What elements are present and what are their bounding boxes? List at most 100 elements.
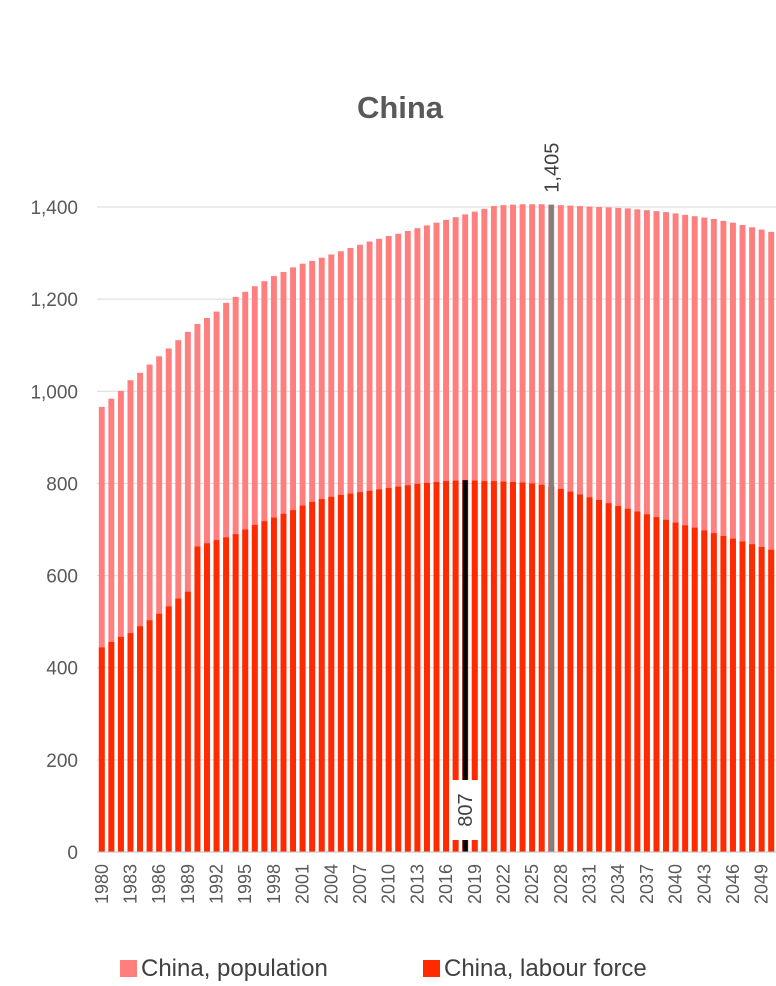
bar-labour-force bbox=[127, 633, 134, 852]
bar-labour-force bbox=[624, 508, 631, 852]
bar-labour-force bbox=[739, 541, 746, 852]
bar-labour-force bbox=[471, 480, 478, 852]
bar-labour-force bbox=[156, 613, 163, 852]
bar-labour-force bbox=[452, 480, 459, 852]
bar-population bbox=[175, 340, 182, 852]
bar-labour-force bbox=[596, 500, 603, 852]
x-tick-label: 2004 bbox=[321, 864, 341, 904]
bar-labour-force bbox=[146, 620, 153, 852]
bar-labour-force bbox=[270, 517, 277, 852]
bar-labour-force bbox=[242, 529, 249, 852]
legend-label-population: China, population bbox=[141, 955, 328, 982]
y-axis: 0 200 400 600 800 1,000 1,200 1,400 bbox=[30, 198, 78, 864]
bar-labour-force bbox=[299, 505, 306, 852]
x-tick-label: 2019 bbox=[465, 864, 485, 904]
x-axis: 1980 1983 1986 1989 1992 1995 1998 2001 2004 2007… bbox=[92, 851, 776, 904]
legend-swatch-population bbox=[120, 960, 137, 977]
bar-labour-force bbox=[682, 525, 689, 852]
highlight-bar bbox=[462, 480, 468, 852]
bar-labour-force bbox=[576, 494, 583, 852]
bar-population bbox=[146, 364, 153, 852]
y-tick-label: 1,200 bbox=[30, 290, 78, 311]
chart-title: China bbox=[357, 90, 444, 125]
bar-labour-force bbox=[204, 543, 210, 852]
x-tick-label: 1998 bbox=[264, 864, 284, 904]
bar-labour-force bbox=[490, 481, 497, 852]
bar-labour-force bbox=[347, 493, 354, 852]
bar-labour-force bbox=[376, 489, 383, 852]
y-tick-label: 0 bbox=[67, 843, 78, 864]
bar-population bbox=[156, 356, 163, 852]
bar-population bbox=[758, 229, 765, 852]
bar-labour-force bbox=[443, 481, 450, 852]
legend-swatch-labour-force bbox=[423, 960, 440, 977]
bar-labour-force bbox=[184, 591, 191, 852]
bar-labour-force bbox=[290, 510, 297, 852]
bar-labour-force bbox=[586, 497, 593, 852]
x-tick-label: 1983 bbox=[120, 864, 140, 904]
bar-labour-force bbox=[663, 519, 669, 852]
bar-labour-force bbox=[758, 547, 765, 852]
bar-labour-force bbox=[328, 496, 335, 852]
labour-force-bars bbox=[98, 480, 775, 852]
bar-labour-force bbox=[634, 511, 641, 852]
bar-labour-force bbox=[232, 534, 239, 852]
bar-population bbox=[127, 380, 134, 852]
bar-labour-force bbox=[213, 540, 220, 852]
bar-labour-force bbox=[175, 598, 182, 852]
bar-population bbox=[730, 222, 736, 852]
bar-labour-force bbox=[500, 481, 507, 852]
bar-labour-force bbox=[404, 485, 411, 852]
x-tick-label: 2043 bbox=[694, 864, 714, 904]
bar-labour-force bbox=[137, 626, 143, 852]
y-tick-label: 800 bbox=[46, 474, 78, 495]
y-tick-label: 600 bbox=[46, 567, 78, 588]
data-label-box bbox=[452, 780, 479, 840]
bar-labour-force bbox=[643, 514, 650, 852]
bar-population bbox=[117, 390, 124, 852]
x-tick-label: 1995 bbox=[235, 864, 255, 904]
x-tick-label: 2049 bbox=[752, 864, 772, 904]
y-tick-label: 200 bbox=[46, 751, 78, 772]
x-tick-label: 2028 bbox=[551, 864, 571, 904]
bar-labour-force bbox=[433, 482, 440, 852]
bar-labour-force bbox=[538, 484, 545, 852]
bar-labour-force bbox=[749, 544, 756, 852]
legend: China, population China, labour force bbox=[120, 955, 647, 982]
highlight-bar bbox=[548, 204, 554, 853]
bar-labour-force bbox=[337, 494, 344, 852]
bar-labour-force bbox=[357, 492, 363, 852]
bar-labour-force bbox=[672, 522, 679, 852]
x-tick-label: 2016 bbox=[436, 864, 456, 904]
bar-labour-force bbox=[165, 606, 172, 852]
bar-labour-force bbox=[414, 483, 421, 852]
x-tick-label: 2040 bbox=[666, 864, 686, 904]
bar-labour-force bbox=[108, 641, 115, 852]
bar-labour-force bbox=[280, 513, 287, 852]
bar-labour-force bbox=[423, 482, 430, 852]
legend-label-labour-force: China, labour force bbox=[444, 955, 647, 982]
x-tick-label: 2031 bbox=[580, 864, 600, 904]
bar-labour-force bbox=[615, 506, 622, 852]
bar-labour-force bbox=[117, 636, 124, 852]
x-tick-label: 1992 bbox=[207, 864, 227, 904]
bar-labour-force bbox=[567, 491, 574, 852]
bar-labour-force bbox=[194, 546, 201, 852]
data-label: 1,405 bbox=[541, 143, 563, 193]
bar-labour-force bbox=[720, 535, 727, 852]
bar-population bbox=[108, 398, 115, 852]
x-tick-label: 1980 bbox=[92, 864, 112, 904]
bar-labour-force bbox=[309, 501, 316, 852]
x-tick-label: 2022 bbox=[493, 864, 513, 904]
bar-labour-force bbox=[529, 483, 536, 852]
highlight-bars: 807 1,405 bbox=[452, 143, 563, 853]
bar-labour-force bbox=[251, 524, 258, 852]
bar-population bbox=[749, 227, 756, 852]
bar-population bbox=[165, 348, 172, 852]
bar-labour-force bbox=[701, 530, 708, 852]
bar-labour-force bbox=[653, 517, 660, 852]
bar-labour-force bbox=[519, 482, 526, 852]
bar-labour-force bbox=[223, 537, 230, 852]
data-label: 807 bbox=[455, 793, 477, 826]
